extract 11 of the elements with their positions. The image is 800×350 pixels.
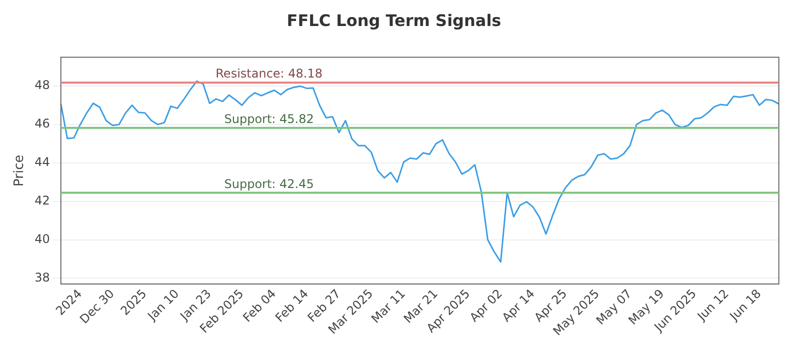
y-tick-label: 48	[34, 78, 50, 92]
y-tick-label: 44	[34, 155, 50, 170]
y-tick-label: 46	[34, 116, 50, 131]
y-axis-title: Price	[12, 154, 28, 186]
ref-line-label: Resistance: 48.18	[216, 66, 323, 81]
y-tick-label: 42	[34, 193, 50, 208]
y-tick-label: 38	[34, 270, 50, 284]
ref-line-label: Support: 45.82	[224, 112, 314, 126]
chart-title: FFLC Long Term Signals	[286, 10, 502, 30]
y-tick-label: 40	[34, 232, 50, 246]
ref-line-label: Support: 42.45	[224, 176, 314, 191]
